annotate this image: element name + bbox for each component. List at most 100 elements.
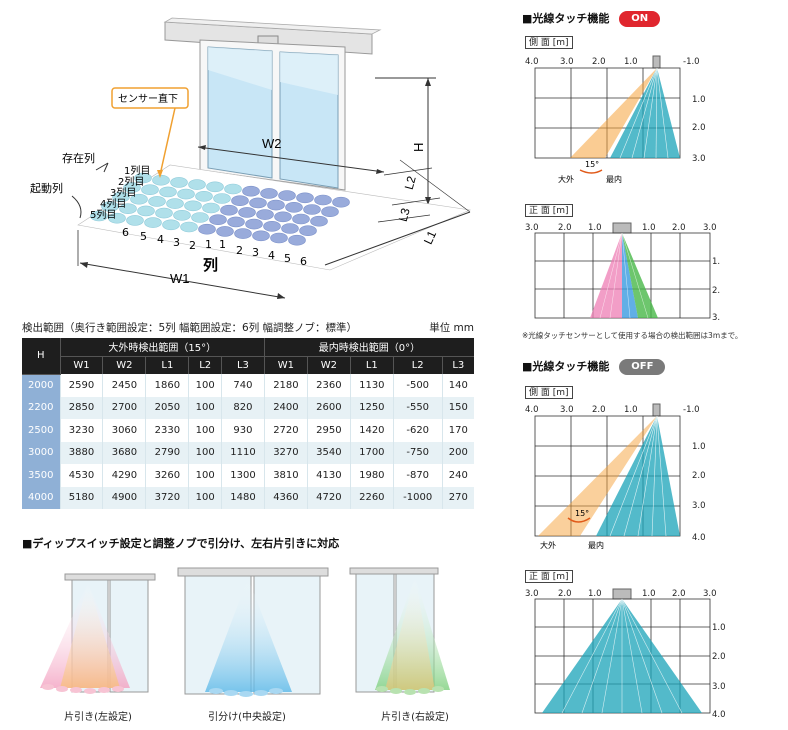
table-row: 3000 3880 3680 2790 100 1110 3270 3540 1700 -750 2… xyxy=(22,441,474,464)
door-detection-diagram: W2 H センサー直下 存在列 起動列 1列目 2列目 3列目 4列目 5列目 … xyxy=(30,17,472,299)
detection-spot xyxy=(188,179,206,190)
detection-spot xyxy=(148,196,166,207)
table-cell: 170 xyxy=(441,419,474,442)
table-caption: 検出範囲（奥行き範囲設定：5列 幅範囲設定：6列 幅調整ノブ：標準） 単位 mm xyxy=(22,320,474,335)
detection-spot xyxy=(299,225,317,236)
col-header: L2 xyxy=(188,356,222,374)
table-cell: 3230 xyxy=(59,419,103,442)
table-cell: -500 xyxy=(392,374,443,397)
detection-spot xyxy=(296,192,314,204)
detection-spot xyxy=(242,185,260,197)
detection-spot xyxy=(278,190,296,201)
row-3-label: 3列目 xyxy=(110,186,136,199)
detection-range-table: H 大外時検出範囲（15°） 最内時検出範囲（0°） W1 W2 L1 L2 L… xyxy=(22,338,474,509)
table-cell: 930 xyxy=(220,419,265,442)
beam-front-pink xyxy=(590,233,622,318)
touch-on-title: ■光線タッチ機能 ON xyxy=(522,10,661,27)
table-cell: 2950 xyxy=(306,419,351,442)
detection-spot xyxy=(123,182,141,193)
detection-spot xyxy=(260,188,278,199)
tick: 2.0 xyxy=(592,57,606,67)
table-cell: 4360 xyxy=(263,486,308,509)
group-header-large: 大外時検出範囲（15°） xyxy=(59,338,265,357)
detection-spot xyxy=(159,186,177,198)
detection-spot xyxy=(224,183,242,195)
detection-spot xyxy=(216,226,234,237)
detection-spot xyxy=(170,177,188,188)
col-left-6: 6 xyxy=(122,226,129,239)
detection-spot xyxy=(310,215,328,227)
tick: 3.0 xyxy=(703,589,717,599)
detection-spot xyxy=(281,223,299,234)
table-cell: 1420 xyxy=(349,419,394,442)
height-cell: 2500 xyxy=(22,419,60,442)
tick: -1.0 xyxy=(683,405,700,415)
tick: 4.0 xyxy=(692,533,706,543)
tick: 2.0 xyxy=(712,286,720,296)
presence-row-label: 存在列 xyxy=(62,151,95,165)
table-cell: 4900 xyxy=(102,486,146,509)
outer-label-on: 大外 xyxy=(558,174,574,184)
detection-spot xyxy=(155,207,173,219)
table-cell: 200 xyxy=(441,441,474,464)
tick: 1.0 xyxy=(642,589,656,599)
col-header: L3 xyxy=(220,356,265,374)
table-row: 2200 2850 2700 2050 100 820 2400 2600 1250 -550 15… xyxy=(22,396,474,419)
table-cell: 100 xyxy=(188,396,222,419)
detection-spot xyxy=(195,191,213,202)
detection-spot xyxy=(270,232,288,244)
detection-spot xyxy=(234,228,252,239)
detection-spot xyxy=(263,221,281,232)
table-cell: 3680 xyxy=(102,441,146,464)
detection-spot xyxy=(288,234,306,246)
height-cell: 2200 xyxy=(22,396,60,419)
door-center-setting xyxy=(177,567,329,697)
detection-spot xyxy=(119,203,137,214)
table-cell: 2400 xyxy=(263,396,308,419)
detection-spot xyxy=(166,198,184,209)
col-right-3: 3 xyxy=(252,246,259,259)
door-header-top xyxy=(163,17,382,35)
table-cell: 4530 xyxy=(59,464,103,487)
col-header: L1 xyxy=(349,356,394,374)
height-cell: 3500 xyxy=(22,464,60,487)
row-1-label: 1列目 xyxy=(124,164,150,177)
table-cell: -1000 xyxy=(392,486,443,509)
detection-spot xyxy=(101,201,119,212)
table-cell: 100 xyxy=(188,419,222,442)
table-cell: 2720 xyxy=(263,419,308,442)
table-cell: 2590 xyxy=(59,374,103,397)
table-cell: 3810 xyxy=(263,464,308,487)
tick: 2.0 xyxy=(558,589,572,599)
table-cell: 2330 xyxy=(145,419,189,442)
tick: 1.0 xyxy=(692,442,706,452)
table-cell: 1250 xyxy=(349,396,394,419)
detection-spot xyxy=(173,210,191,221)
table-cell: 2700 xyxy=(102,396,146,419)
detection-spot xyxy=(227,216,245,228)
tick: 2.0 xyxy=(558,223,572,233)
table-cell: 3260 xyxy=(145,464,189,487)
outer-label-off: 大外 xyxy=(540,540,556,550)
table-caption-text: 検出範囲（奥行き範囲設定：5列 幅範囲設定：6列 幅調整ノブ：標準） xyxy=(22,322,358,334)
sensor-callout-label: センサー直下 xyxy=(118,92,178,105)
height-cell: 3000 xyxy=(22,441,60,464)
touch-on-title-text: ■光線タッチ機能 xyxy=(522,12,610,25)
l2-label: L2 xyxy=(402,174,419,191)
detection-spot xyxy=(198,223,216,235)
table-cell: 100 xyxy=(188,441,222,464)
tick: 1.0 xyxy=(712,623,725,633)
touch-note: ※光線タッチセンサーとして使用する場合の検出範囲は3mまで。 xyxy=(522,331,743,340)
table-cell: 740 xyxy=(220,374,265,397)
detection-spot xyxy=(321,206,339,217)
side-view-on-chart: 4.0 3.0 2.0 1.0 -1.0 1.0 2.0 3.0 15° 大外 … xyxy=(525,55,706,184)
detection-spot xyxy=(314,194,332,206)
col-right-2: 2 xyxy=(236,244,243,257)
angle-label-on: 15° xyxy=(585,160,599,169)
table-cell: 4720 xyxy=(306,486,351,509)
height-cell: 2000 xyxy=(22,374,60,397)
front-view-on-chart: 3.0 2.0 1.0 1.0 2.0 3.0 1.0 2.0 3.0 xyxy=(525,222,720,323)
tick: 3.0 xyxy=(712,313,720,323)
front-view-label-on: 正 面 [m] xyxy=(525,204,573,217)
tick: 3.0 xyxy=(525,589,539,599)
